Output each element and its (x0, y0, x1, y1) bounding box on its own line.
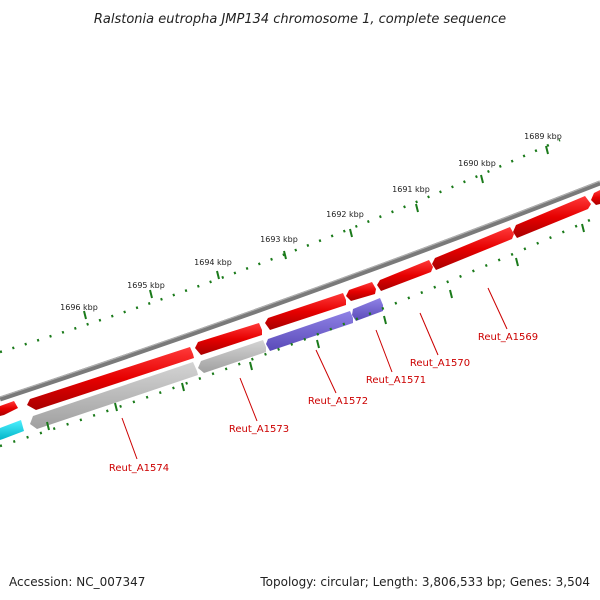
gene-block[interactable] (30, 362, 198, 429)
tick-label-1695: 1695 kbp (127, 281, 165, 290)
gene-block[interactable] (346, 282, 376, 301)
gene-block[interactable] (266, 311, 353, 351)
gene-block[interactable] (513, 196, 591, 238)
forward-strand-genes (0, 190, 600, 416)
tick-label-1690: 1690 kbp (458, 159, 496, 168)
map-title: Ralstonia eutropha JMP134 chromosome 1, … (94, 12, 506, 27)
tick-label-1692: 1692 kbp (326, 210, 364, 219)
gene-label-reut-a1572: Reut_A1572 (308, 396, 368, 407)
reverse-strand-genes (0, 298, 383, 440)
tick-label-1691: 1691 kbp (392, 185, 430, 194)
tick-label-1694: 1694 kbp (194, 258, 232, 267)
scale-ticks (83, 145, 549, 320)
scale-track-inner (0, 218, 591, 448)
tick-label-1696: 1696 kbp (60, 303, 98, 312)
gene-block[interactable] (352, 298, 383, 321)
gene-block[interactable] (377, 260, 433, 291)
topology-summary: Topology: circular; Length: 3,806,533 bp… (259, 575, 590, 589)
scale-ticks-inner (46, 223, 585, 431)
gene-block[interactable] (432, 227, 514, 270)
gene-label-reut-a1569: Reut_A1569 (478, 332, 538, 343)
gene-label-reut-a1570: Reut_A1570 (410, 358, 470, 369)
gene-block[interactable] (265, 293, 346, 330)
accession-text: Accession: NC_007347 (9, 575, 145, 589)
gene-label-reut-a1573: Reut_A1573 (229, 424, 289, 435)
chromosome-backbone (0, 180, 600, 402)
label-leaders (121, 287, 508, 460)
gene-block[interactable] (195, 323, 262, 355)
scale-track (0, 138, 561, 354)
tick-label-1689: 1689 kbp (524, 132, 562, 141)
gene-block[interactable] (591, 190, 600, 205)
gene-label-reut-a1574: Reut_A1574 (109, 463, 169, 474)
gene-block[interactable] (27, 347, 194, 410)
gene-block[interactable] (0, 420, 24, 440)
tick-label-1693: 1693 kbp (260, 235, 298, 244)
gene-label-reut-a1571: Reut_A1571 (366, 375, 426, 386)
gene-block[interactable] (0, 401, 18, 416)
gene-block[interactable] (198, 340, 266, 373)
